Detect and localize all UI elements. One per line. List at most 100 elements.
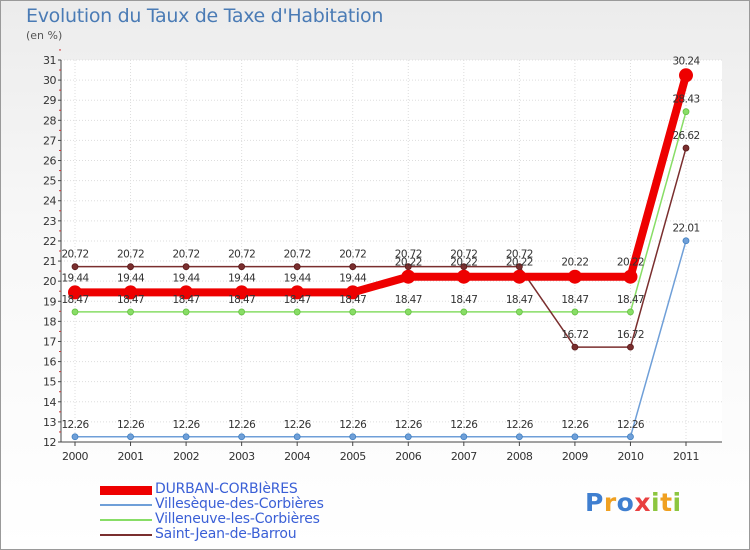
data-point [571, 433, 579, 441]
data-point [571, 343, 579, 351]
legend-label-villeneuve: Villeneuve-les-Corbières [155, 511, 320, 527]
legend-swatch-villeseque [100, 504, 152, 506]
data-label: 20.72 [117, 249, 144, 261]
legend-label-saint-jean: Saint-Jean-de-Barrou [155, 526, 297, 542]
data-label: 19.44 [284, 272, 312, 284]
logo-letter-o: o [616, 488, 635, 517]
data-point [293, 308, 301, 316]
data-point [293, 263, 301, 271]
data-label: 12.26 [173, 419, 201, 431]
data-label: 22.01 [672, 223, 699, 235]
legend-swatch-durban [100, 486, 152, 495]
data-label: 20.22 [561, 257, 588, 269]
series-line [75, 240, 687, 438]
chart-title: Evolution du Taux de Taxe d'Habitation [26, 5, 384, 27]
data-point [623, 269, 638, 284]
data-point [293, 433, 301, 441]
data-point [401, 269, 416, 284]
data-label: 12.26 [506, 419, 534, 431]
data-label: 19.44 [339, 272, 367, 284]
data-label: 20.72 [61, 249, 88, 261]
data-label: 26.62 [672, 130, 699, 142]
legend-item-saint-jean[interactable]: Saint-Jean-de-Barrou [100, 526, 420, 543]
data-label: 19.44 [173, 272, 201, 284]
data-label: 16.72 [617, 329, 644, 341]
data-point [682, 108, 690, 116]
data-point [349, 433, 357, 441]
data-label: 12.26 [228, 419, 256, 431]
data-label: 18.47 [339, 294, 366, 306]
series-line [75, 111, 687, 313]
x-tick-label: 2004 [284, 450, 310, 463]
data-label: 12.26 [284, 419, 312, 431]
y-tick-label: 13 [43, 416, 56, 429]
data-label: 18.47 [284, 294, 311, 306]
x-tick-label: 2001 [118, 450, 144, 463]
data-point [682, 237, 690, 245]
data-point [349, 308, 357, 316]
data-point [71, 263, 79, 271]
data-label: 20.72 [395, 249, 422, 261]
data-point [182, 263, 190, 271]
legend-item-villeseque[interactable]: Villesèque-des-Corbières [100, 496, 420, 513]
data-point [349, 263, 357, 271]
y-tick-label: 23 [43, 215, 56, 228]
data-point [345, 285, 360, 300]
data-point [567, 269, 582, 284]
data-label: 19.44 [117, 272, 145, 284]
data-point [460, 263, 468, 271]
data-label: 20.22 [450, 257, 477, 269]
series-line [75, 147, 687, 348]
data-label: 18.47 [117, 294, 144, 306]
y-tick-label: 20 [43, 275, 56, 288]
data-label: 28.43 [672, 94, 699, 106]
y-tick-label: 29 [43, 94, 56, 107]
data-label: 12.26 [617, 419, 645, 431]
data-label: 12.26 [395, 419, 423, 431]
data-point [404, 263, 412, 271]
series-line [75, 74, 690, 297]
data-point [179, 285, 194, 300]
data-point [71, 308, 79, 316]
data-label: 12.26 [339, 419, 367, 431]
data-label: 12.26 [561, 419, 589, 431]
legend-swatch-saint-jean [100, 534, 152, 536]
data-point [456, 269, 471, 284]
legend-item-durban-corbieres[interactable]: DURBAN-CORBIèRES [100, 481, 420, 498]
data-label: 18.47 [617, 294, 644, 306]
y-tick-label: 24 [43, 195, 56, 208]
x-tick-label: 2009 [562, 450, 588, 463]
data-point [627, 343, 634, 351]
y-tick-label: 21 [43, 255, 56, 268]
data-label: 20.22 [395, 257, 422, 269]
data-label: 18.47 [450, 294, 477, 306]
data-point [512, 269, 527, 284]
data-point [571, 308, 579, 316]
legend-item-villeneuve[interactable]: Villeneuve-les-Corbières [100, 511, 420, 528]
data-label: 20.72 [173, 249, 200, 261]
logo-letter-i2: i [672, 488, 682, 517]
y-tick-label: 22 [43, 235, 56, 248]
x-tick-label: 2003 [229, 450, 255, 463]
data-point [460, 308, 468, 316]
logo-letter-r: r [603, 488, 617, 517]
data-label: 18.47 [395, 294, 422, 306]
data-point [682, 144, 690, 152]
data-label: 12.26 [61, 419, 89, 431]
data-point [627, 433, 634, 441]
x-tick-label: 2007 [451, 450, 477, 463]
y-tick-label: 26 [43, 155, 56, 168]
logo-letter-p: P [585, 488, 604, 517]
data-label: 18.47 [561, 294, 588, 306]
y-tick-label: 17 [43, 335, 56, 348]
data-point [515, 433, 523, 441]
logo-letter-x: x [634, 488, 651, 517]
data-point [290, 285, 305, 300]
data-point [679, 68, 693, 83]
data-label: 20.72 [339, 249, 366, 261]
data-point [123, 285, 138, 300]
x-tick-label: 2002 [173, 450, 199, 463]
data-point [515, 263, 523, 271]
data-label: 20.22 [506, 257, 533, 269]
